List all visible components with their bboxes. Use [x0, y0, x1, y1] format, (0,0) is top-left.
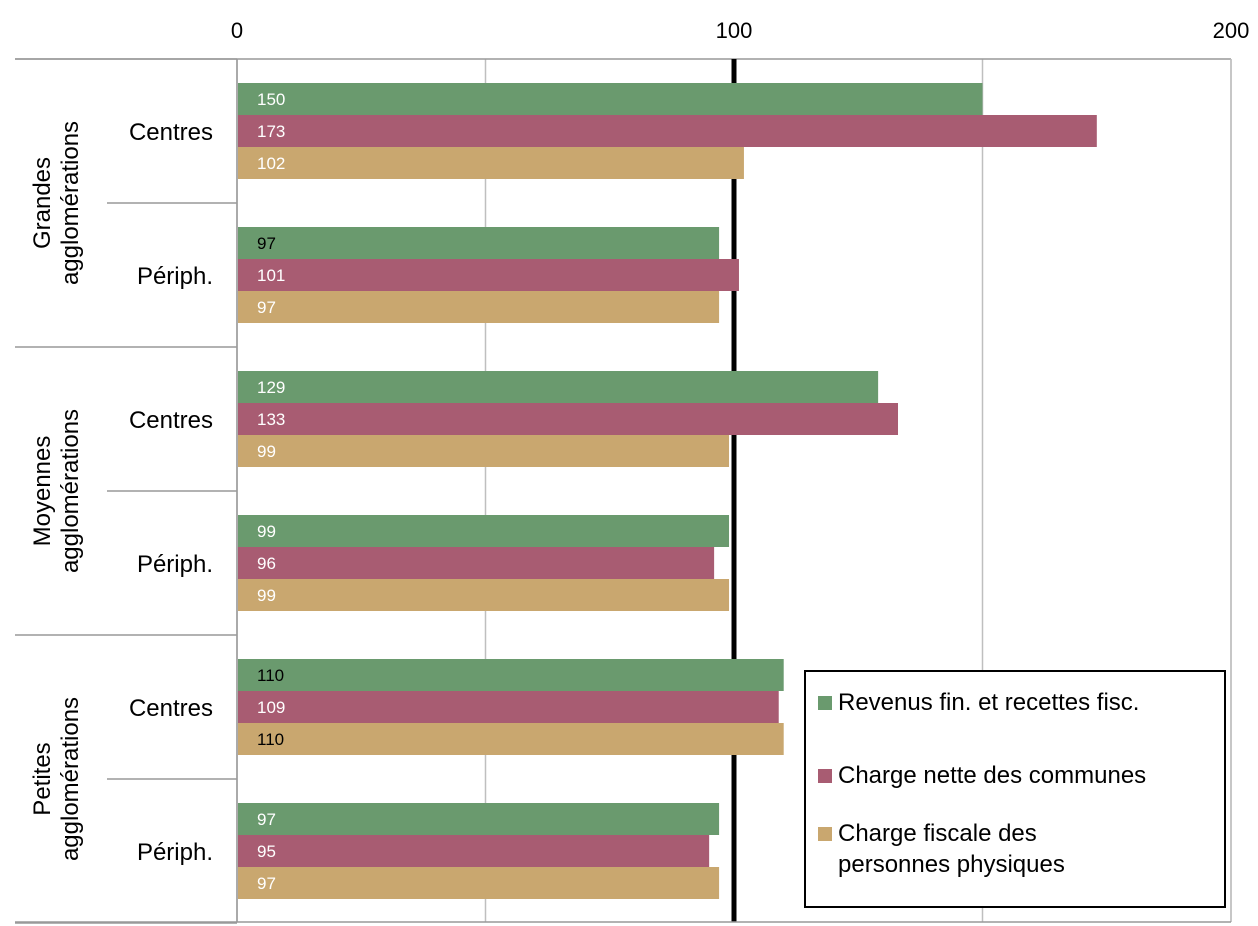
legend-entry-line: Charge nette des communes: [838, 762, 1146, 789]
axes: 0 100 200: [15, 18, 1250, 924]
group-label: Moyennesagglomérations: [29, 409, 84, 573]
bar: [238, 835, 710, 867]
bar: [238, 867, 720, 899]
bar-value-label: 109: [257, 698, 285, 717]
category-label: Périph.: [137, 839, 213, 866]
bar: [238, 147, 744, 179]
bar-value-label: 173: [257, 122, 285, 141]
bar-value-label: 129: [257, 378, 285, 397]
bar: [238, 291, 720, 323]
bar: [238, 723, 784, 755]
legend-box: [804, 670, 1226, 908]
legend-entry-line: personnes physiques: [838, 851, 1065, 878]
bar: [238, 515, 730, 547]
category-label: Périph.: [137, 551, 213, 578]
group-label-line: agglomérations: [57, 409, 84, 573]
category-labels: CentresPériph.GrandesagglomérationsCentr…: [29, 119, 213, 866]
legend-entry: Charge fiscale des personnes physiques: [838, 820, 1065, 878]
bar: [238, 259, 739, 291]
x-tick-label: 0: [231, 18, 243, 43]
bar-value-label: 97: [257, 234, 276, 253]
group-label-line: Grandes: [29, 157, 56, 249]
bar: [238, 115, 1097, 147]
bar: [238, 803, 720, 835]
bar: [238, 371, 879, 403]
group-label-line: Petites: [29, 742, 56, 815]
category-label: Centres: [129, 407, 213, 434]
group-label: Grandesagglomérations: [29, 121, 84, 285]
bar-value-label: 101: [257, 266, 285, 285]
x-tick-label: 200: [1213, 18, 1250, 43]
bar-value-label: 99: [257, 586, 276, 605]
bar-value-label: 99: [257, 522, 276, 541]
group-label-line: agglomérations: [57, 121, 84, 285]
legend-entry-line: Charge fiscale des: [838, 820, 1037, 847]
bar: [238, 227, 720, 259]
bar-value-label: 133: [257, 410, 285, 429]
category-label: Centres: [129, 119, 213, 146]
legend-swatch: [818, 769, 832, 783]
legend: Revenus fin. et recettes fisc. Charge net…: [804, 670, 1226, 908]
bar-value-label: 150: [257, 90, 285, 109]
bar-value-label: 97: [257, 810, 276, 829]
legend-entry: Revenus fin. et recettes fisc.: [838, 689, 1139, 716]
bar: [238, 435, 730, 467]
legend-entry: Charge nette des communes: [838, 762, 1146, 789]
bar-value-label: 95: [257, 842, 276, 861]
bars: 150 173 102 97 101 97 129 133 99 99 96 99 110 109 110 9…: [238, 83, 1097, 899]
bar-value-label: 102: [257, 154, 285, 173]
group-label: Petitesagglomérations: [29, 697, 84, 861]
bar: [238, 547, 715, 579]
bar-value-label: 99: [257, 442, 276, 461]
bar: [238, 83, 983, 115]
category-label: Centres: [129, 695, 213, 722]
bar: [238, 691, 779, 723]
x-tick-label: 100: [716, 18, 753, 43]
legend-swatch: [818, 696, 832, 710]
group-label-line: Moyennes: [29, 436, 56, 547]
bar: [238, 659, 784, 691]
bar: [238, 579, 730, 611]
group-label-line: agglomérations: [57, 697, 84, 861]
legend-swatch: [818, 827, 832, 841]
category-label: Périph.: [137, 263, 213, 290]
bar-value-label: 96: [257, 554, 276, 573]
legend-entry-line: Revenus fin. et recettes fisc.: [838, 689, 1139, 716]
bar-value-label: 110: [257, 730, 284, 749]
bar-value-label: 97: [257, 874, 276, 893]
bar-value-label: 110: [257, 666, 284, 685]
bar-value-label: 97: [257, 298, 276, 317]
bar: [238, 403, 899, 435]
